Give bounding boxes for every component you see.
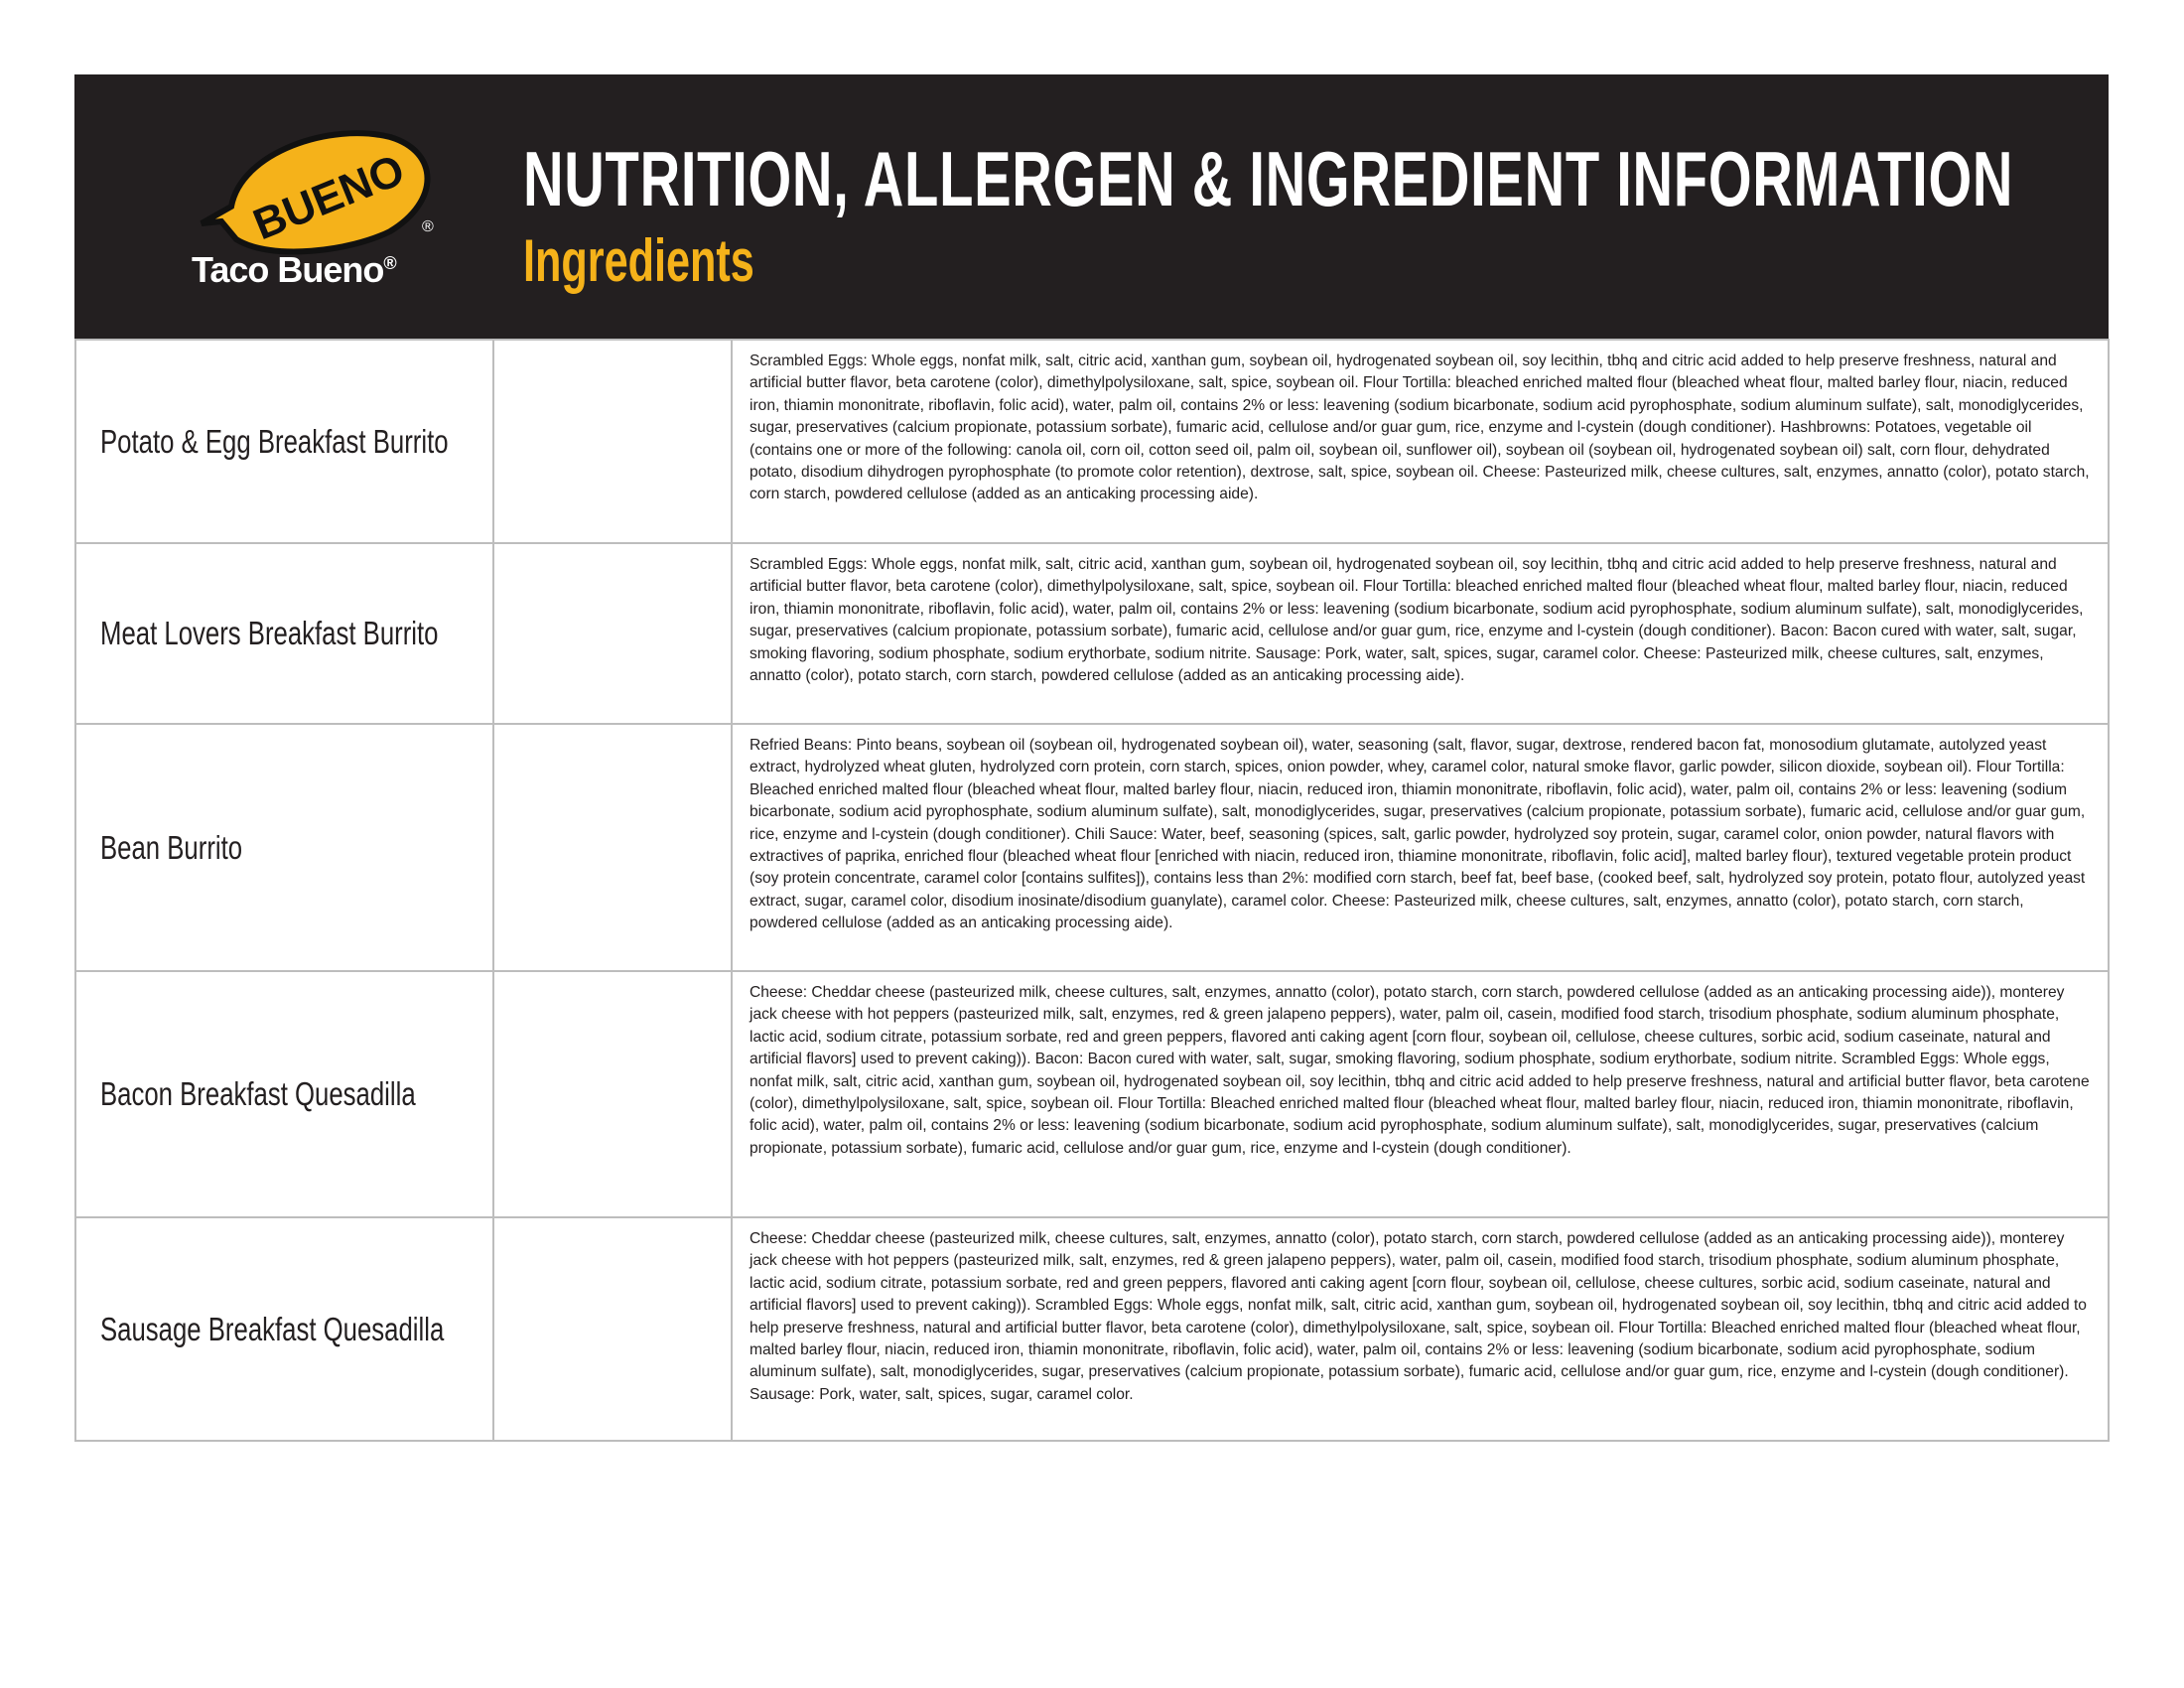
item-name: Meat Lovers Breakfast Burrito — [100, 615, 439, 651]
table-row: Bean Burrito Refried Beans: Pinto beans,… — [74, 723, 2110, 972]
item-name-cell: Sausage Breakfast Quesadilla — [74, 1216, 494, 1442]
empty-cell — [492, 542, 733, 725]
taco-bueno-logo: BUENO ® — [200, 130, 434, 255]
empty-cell — [492, 970, 733, 1218]
item-ingredients: Cheese: Cheddar cheese (pasteurized milk… — [731, 1216, 2110, 1442]
empty-cell — [492, 723, 733, 972]
item-name: Bean Burrito — [100, 828, 243, 866]
table-row: Meat Lovers Breakfast Burrito Scrambled … — [74, 542, 2110, 725]
table-row: Bacon Breakfast Quesadilla Cheese: Chedd… — [74, 970, 2110, 1218]
ingredients-table: Potato & Egg Breakfast Burrito Scrambled… — [74, 339, 2110, 1442]
table-row: Potato & Egg Breakfast Burrito Scrambled… — [74, 339, 2110, 544]
item-ingredients: Refried Beans: Pinto beans, soybean oil … — [731, 723, 2110, 972]
empty-cell — [492, 1216, 733, 1442]
item-name-cell: Bacon Breakfast Quesadilla — [74, 970, 494, 1218]
item-name-cell: Bean Burrito — [74, 723, 494, 972]
item-ingredients: Cheese: Cheddar cheese (pasteurized milk… — [731, 970, 2110, 1218]
item-name-cell: Meat Lovers Breakfast Burrito — [74, 542, 494, 725]
svg-text:®: ® — [422, 218, 434, 235]
table-row: Sausage Breakfast Quesadilla Cheese: Che… — [74, 1216, 2110, 1442]
page-header: BUENO ® Taco Bueno® NUTRITION, ALLERGEN … — [74, 74, 2109, 339]
brand-name: Taco Bueno® — [192, 249, 397, 290]
item-ingredients: Scrambled Eggs: Whole eggs, nonfat milk,… — [731, 542, 2110, 725]
item-name-cell: Potato & Egg Breakfast Burrito — [74, 339, 494, 544]
item-name: Bacon Breakfast Quesadilla — [100, 1075, 416, 1112]
page-subtitle: Ingredients — [523, 227, 754, 294]
item-ingredients: Scrambled Eggs: Whole eggs, nonfat milk,… — [731, 339, 2110, 544]
item-name: Sausage Breakfast Quesadilla — [100, 1310, 445, 1347]
page-title: NUTRITION, ALLERGEN & INGREDIENT INFORMA… — [523, 135, 2014, 222]
item-name: Potato & Egg Breakfast Burrito — [100, 422, 449, 460]
empty-cell — [492, 339, 733, 544]
